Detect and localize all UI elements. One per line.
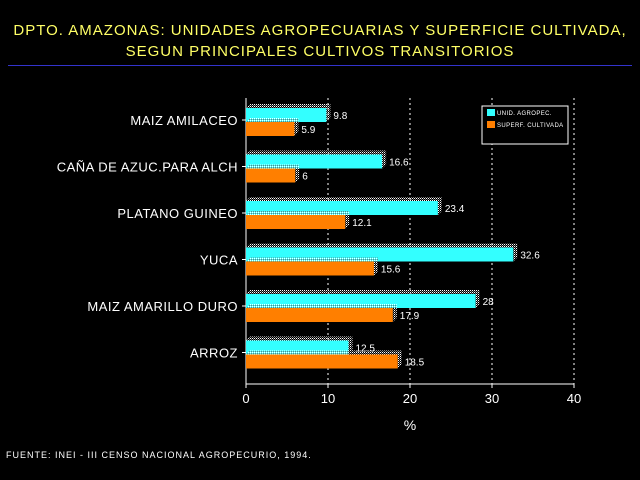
x-tick-label: 0 [242,391,249,406]
bar-superf-cultivada-side [373,257,378,276]
value-label: 5.9 [301,125,315,136]
value-label: 17.9 [400,311,420,322]
value-label: 6 [302,172,308,183]
bar-superf-cultivada-side [295,164,300,183]
x-tick-label: 30 [485,391,499,406]
bar-superf-cultivada [246,308,393,322]
value-label: 28 [483,297,495,308]
bar-unid-agropec-side [382,150,387,169]
value-label: 23.4 [445,204,465,215]
category-label: YUCA [200,253,238,268]
bar-superf-cultivada-top [246,211,350,215]
bar-superf-cultivada-top [246,304,397,308]
category-label: PLATANO GUINEO [117,206,238,221]
category-label: MAIZ AMARILLO DURO [87,299,238,314]
bar-unid-agropec-top [246,197,442,201]
category-label: ARROZ [190,346,238,361]
legend-swatch [487,109,495,116]
x-tick-label: 40 [567,391,581,406]
legend-box [481,105,569,145]
chart-title: DPTO. AMAZONAS: UNIDADES AGROPECUARIAS Y… [0,20,640,62]
x-tick-label: 10 [321,391,335,406]
bar-superf-cultivada [246,354,398,369]
chart-title-line-2: SEGUN PRINCIPALES CULTIVOS TRANSITORIOS [125,43,515,60]
bar-unid-agropec-side [348,336,353,355]
category-label: MAIZ AMILACEO [130,113,238,128]
bar-superf-cultivada [246,168,296,183]
value-label: 12.5 [356,344,376,355]
legend-label: UNID. AGROPEC. [497,111,552,117]
bar-unid-agropec-side [475,290,480,308]
bar-superf-cultivada-top [246,350,402,355]
x-axis-title: % [404,417,416,433]
title-divider [8,65,632,66]
category-label: CAÑA DE AZUC.PARA ALCH [57,160,238,175]
value-label: 16.6 [389,158,409,169]
value-label: 15.6 [381,265,401,276]
bar-unid-agropec-top [246,290,480,294]
legend-swatch [487,121,495,128]
bar-superf-cultivada [246,261,374,276]
bar-unid-agropec-side [437,197,442,215]
legend-label: SUPERF. CULTIVADA [497,123,564,129]
bar-superf-cultivada-side [345,211,350,229]
value-label: 9.8 [333,111,347,122]
bar-unid-agropec-top [246,150,387,155]
bar-superf-cultivada-side [397,350,402,369]
bar-superf-cultivada [246,215,346,229]
chart-title-line-1: DPTO. AMAZONAS: UNIDADES AGROPECUARIAS Y… [13,22,627,39]
value-label: 32.6 [520,251,540,262]
bar-superf-cultivada-top [246,257,378,262]
bar-superf-cultivada-side [294,118,299,136]
bar-unid-agropec-side [326,104,331,122]
bar-unid-agropec-top [246,336,353,341]
bar-superf-cultivada [246,122,295,136]
bar-unid-agropec-side [513,243,518,262]
bar-unid-agropec-top [246,104,331,108]
bar-unid-agropec-top [246,243,518,248]
bar-superf-cultivada-side [392,304,397,322]
x-tick-label: 20 [403,391,417,406]
bar-superf-cultivada-top [246,118,299,122]
bar-superf-cultivada-top [246,164,300,169]
source-note: FUENTE: INEI - III CENSO NACIONAL AGROPE… [6,450,312,460]
value-label: 12.1 [352,218,372,229]
value-label: 18.5 [405,358,425,369]
